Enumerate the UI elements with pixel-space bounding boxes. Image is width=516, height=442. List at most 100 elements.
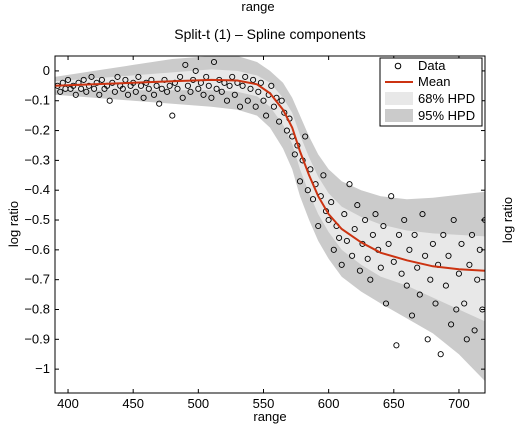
data-point bbox=[291, 151, 298, 158]
x-tick-label: 650 bbox=[383, 396, 405, 411]
y-tick-label: −0.4 bbox=[24, 182, 50, 197]
data-point bbox=[278, 97, 285, 104]
y-tick-label: 0 bbox=[43, 63, 50, 78]
legend: Data Mean 68% HPD 95% HPD bbox=[379, 57, 483, 127]
data-point bbox=[174, 85, 181, 92]
y-tick-label: −0.6 bbox=[24, 242, 50, 257]
data-point bbox=[343, 237, 350, 244]
plot-frame bbox=[54, 55, 486, 394]
data-point bbox=[401, 216, 408, 224]
data-point bbox=[98, 76, 105, 83]
data-point bbox=[474, 276, 481, 283]
data-point bbox=[302, 133, 309, 140]
mean-line bbox=[55, 78, 485, 272]
data-point bbox=[437, 351, 444, 358]
data-point bbox=[325, 216, 332, 224]
data-point bbox=[226, 82, 233, 89]
y-tick-label: −0.7 bbox=[24, 272, 50, 287]
data-point bbox=[231, 91, 238, 98]
data-point bbox=[458, 240, 465, 247]
y-tick-label: −0.3 bbox=[24, 152, 50, 167]
data-point bbox=[367, 276, 374, 283]
data-point bbox=[119, 85, 126, 92]
data-point bbox=[445, 252, 452, 259]
data-point bbox=[93, 79, 100, 86]
data-point bbox=[72, 91, 79, 98]
data-point bbox=[453, 306, 460, 313]
data-point bbox=[461, 300, 468, 307]
data-point bbox=[200, 91, 207, 98]
x-tick-label: 600 bbox=[318, 396, 340, 411]
data-point bbox=[260, 97, 267, 104]
data-point bbox=[140, 94, 147, 101]
data-point bbox=[88, 73, 95, 80]
legend-data-marker bbox=[394, 62, 402, 70]
data-point bbox=[354, 202, 361, 209]
data-point bbox=[268, 82, 275, 89]
figure-top-label: range bbox=[241, 0, 275, 14]
data-point bbox=[403, 282, 410, 289]
data-point bbox=[388, 193, 395, 200]
data-point bbox=[419, 211, 426, 218]
data-point bbox=[398, 270, 405, 277]
data-point bbox=[283, 127, 290, 134]
data-point bbox=[156, 100, 163, 107]
data-point bbox=[320, 172, 327, 179]
data-point bbox=[114, 73, 121, 80]
data-point bbox=[78, 85, 85, 92]
data-point bbox=[177, 73, 184, 80]
data-point bbox=[179, 94, 186, 101]
data-point bbox=[145, 85, 152, 92]
y-tick-label: −0.8 bbox=[24, 301, 50, 316]
data-point bbox=[406, 246, 413, 253]
chart-title: Split-t (1) – Spline components bbox=[174, 26, 366, 42]
data-point bbox=[309, 196, 317, 203]
data-point bbox=[218, 88, 225, 95]
data-point bbox=[362, 216, 369, 224]
data-point bbox=[304, 187, 311, 194]
data-point bbox=[247, 85, 254, 92]
x-tick-label: 500 bbox=[187, 396, 209, 411]
data-point bbox=[380, 222, 387, 230]
data-point bbox=[182, 61, 189, 68]
y-axis-label: log ratio bbox=[6, 201, 21, 247]
data-point bbox=[390, 258, 397, 265]
x-axis-ticks: 400 450 500 550 600 650 700 bbox=[57, 56, 470, 411]
data-point bbox=[106, 97, 113, 104]
hpd-95-band bbox=[55, 56, 485, 382]
data-point bbox=[276, 118, 283, 125]
data-point bbox=[158, 85, 165, 92]
legend-hpd-95-label: 95% HPD bbox=[418, 108, 475, 123]
data-point bbox=[135, 73, 142, 80]
data-point bbox=[169, 112, 176, 119]
data-point bbox=[153, 82, 160, 89]
data-point bbox=[244, 97, 251, 104]
y-axis-label-right: log ratio bbox=[500, 197, 515, 243]
legend-hpd-95-swatch bbox=[385, 109, 413, 122]
data-point bbox=[80, 76, 87, 83]
data-point bbox=[450, 216, 457, 224]
y-tick-label: −0.1 bbox=[24, 93, 50, 108]
data-point bbox=[187, 88, 194, 95]
y-tick-label: −0.2 bbox=[24, 123, 50, 138]
data-point bbox=[213, 85, 220, 92]
data-point bbox=[395, 231, 403, 238]
data-point bbox=[210, 58, 218, 66]
data-point bbox=[377, 264, 384, 271]
data-point bbox=[349, 252, 356, 259]
data-point bbox=[408, 312, 416, 319]
data-point bbox=[195, 85, 202, 92]
data-point bbox=[429, 240, 436, 247]
data-point bbox=[164, 88, 171, 95]
hpd-68-band bbox=[55, 69, 485, 322]
data-point bbox=[250, 76, 257, 83]
data-point bbox=[364, 255, 371, 262]
data-point bbox=[411, 231, 418, 238]
data-point bbox=[85, 82, 92, 89]
data-point bbox=[427, 276, 434, 283]
data-point bbox=[416, 291, 423, 298]
data-point bbox=[341, 211, 348, 218]
x-tick-label: 550 bbox=[253, 396, 275, 411]
data-point bbox=[184, 82, 191, 89]
data-point bbox=[338, 261, 345, 268]
